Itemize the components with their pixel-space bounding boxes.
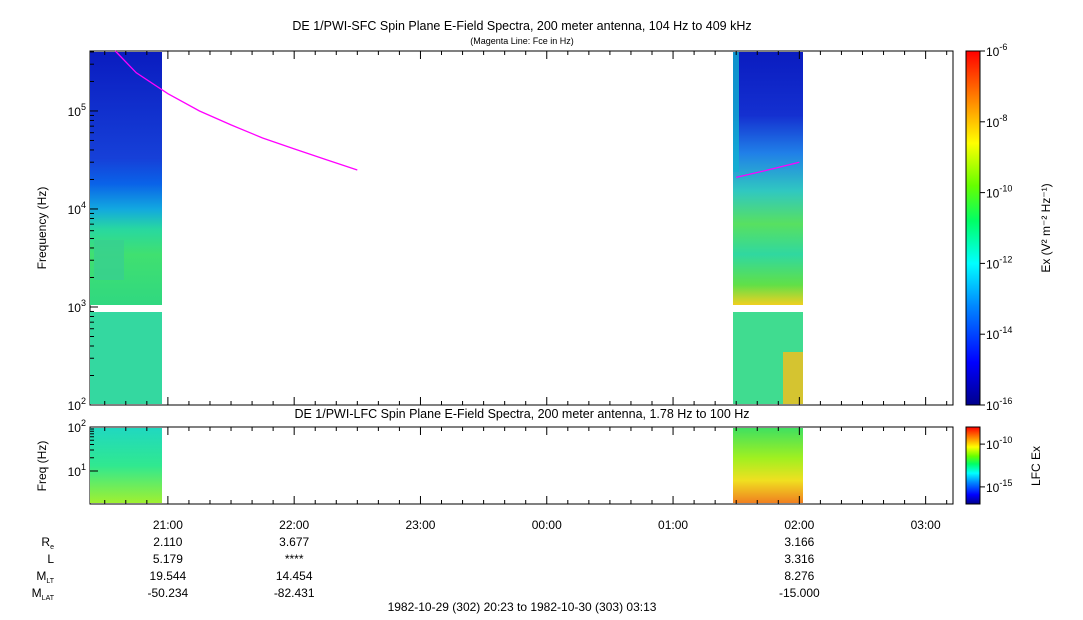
sfc-panel: 102 103 104 105 Frequency (Hz) [35, 50, 954, 413]
lfc-panel: 101 102 Freq (Hz) [35, 418, 954, 505]
x-tick-label: 01:00 [658, 518, 688, 532]
sfc-plot-frame [89, 50, 954, 406]
ephemeris-value: 5.179 [153, 552, 183, 566]
sfc-data-patch [94, 240, 124, 280]
y-tick-label: 104 [68, 200, 86, 217]
colorbar-tick-label: 10-12 [986, 254, 1012, 271]
lfc-colorbar-gradient [965, 426, 981, 505]
x-tick-label: 21:00 [153, 518, 183, 532]
sfc-x-ticks [104, 51, 948, 405]
sfc-data-patch [783, 352, 803, 404]
ephemeris-row-label: MLT [36, 569, 54, 585]
x-tick-label: 03:00 [911, 518, 941, 532]
x-tick-label: 02:00 [784, 518, 814, 532]
sfc-data-block-1-low [90, 312, 162, 404]
y-tick-label: 102 [68, 396, 86, 413]
ephemeris-row-label: Re [41, 535, 54, 551]
ephemeris-value: -15.000 [779, 586, 820, 600]
colorbar-tick-label: 10-15 [986, 478, 1012, 495]
lfc-colorbar-ticks: 10-10 10-15 [980, 435, 1012, 495]
time-range: 1982-10-29 (302) 20:23 to 1982-10-30 (30… [388, 600, 657, 614]
lfc-y-label: Freq (Hz) [35, 441, 49, 492]
colorbar-tick-label: 10-10 [986, 435, 1012, 452]
lfc-colorbar-label: LFC Ex [1029, 446, 1043, 486]
lfc-x-ticks [104, 427, 948, 504]
ephemeris-table: Re 2.110 3.677 3.166 L 5.179 **** 3.316 MLT 19.54… [32, 535, 820, 602]
ephemeris-value: 2.110 [153, 535, 182, 549]
sfc-colorbar-ticks: 10-6 10-8 10-10 10-12 10-14 10-16 [980, 42, 1012, 413]
ephemeris-value: 3.677 [279, 535, 309, 549]
x-tick-label: 22:00 [279, 518, 309, 532]
ephemeris-value: -50.234 [148, 586, 189, 600]
sfc-data-block-2 [733, 52, 803, 305]
y-tick-label: 101 [68, 462, 86, 479]
sfc-y-label: Frequency (Hz) [35, 187, 49, 270]
lfc-title: DE 1/PWI-LFC Spin Plane E-Field Spectra,… [294, 407, 749, 421]
lfc-colorbar: 10-10 10-15 LFC Ex [965, 426, 1043, 505]
sfc-colorbar: 10-6 10-8 10-10 10-12 10-14 10-16 Ex (V² m⁻² … [965, 42, 1053, 413]
sfc-subtitle: (Magenta Line: Fce in Hz) [470, 36, 574, 46]
x-tick-label: 00:00 [532, 518, 562, 532]
colorbar-tick-label: 10-16 [986, 396, 1012, 413]
ephemeris-value: -82.431 [274, 586, 315, 600]
fce-line-2 [736, 161, 800, 179]
sfc-data-patch [733, 52, 739, 172]
ephemeris-value: 8.276 [784, 569, 814, 583]
colorbar-tick-label: 10-8 [986, 113, 1007, 130]
y-tick-label: 102 [68, 418, 86, 435]
y-tick-label: 103 [68, 298, 86, 315]
sfc-y-ticks: 102 103 104 105 [68, 51, 98, 413]
ephemeris-row-label: MLAT [32, 586, 55, 602]
ephemeris-value: 14.454 [276, 569, 313, 583]
lfc-plot-frame [89, 426, 954, 505]
lfc-data-block-2 [733, 428, 803, 503]
y-tick-label: 105 [68, 102, 86, 119]
sfc-colorbar-gradient [965, 50, 981, 406]
colorbar-tick-label: 10-10 [986, 184, 1012, 201]
ephemeris-value: **** [285, 552, 304, 566]
ephemeris-value: 19.544 [150, 569, 187, 583]
colorbar-tick-label: 10-6 [986, 42, 1007, 59]
fce-line [114, 50, 358, 171]
lfc-data-block-1 [90, 428, 162, 503]
lfc-y-ticks: 101 102 [68, 418, 98, 479]
sfc-title: DE 1/PWI-SFC Spin Plane E-Field Spectra,… [292, 19, 751, 33]
sfc-colorbar-label: Ex (V² m⁻² Hz⁻¹) [1039, 183, 1053, 272]
ephemeris-row-label: L [47, 552, 54, 566]
x-tick-label: 23:00 [405, 518, 435, 532]
colorbar-tick-label: 10-14 [986, 325, 1012, 342]
x-axis-tick-labels: 21:00 22:00 23:00 00:00 01:00 02:00 03:00 [153, 518, 941, 532]
ephemeris-value: 3.166 [784, 535, 814, 549]
ephemeris-value: 3.316 [784, 552, 814, 566]
